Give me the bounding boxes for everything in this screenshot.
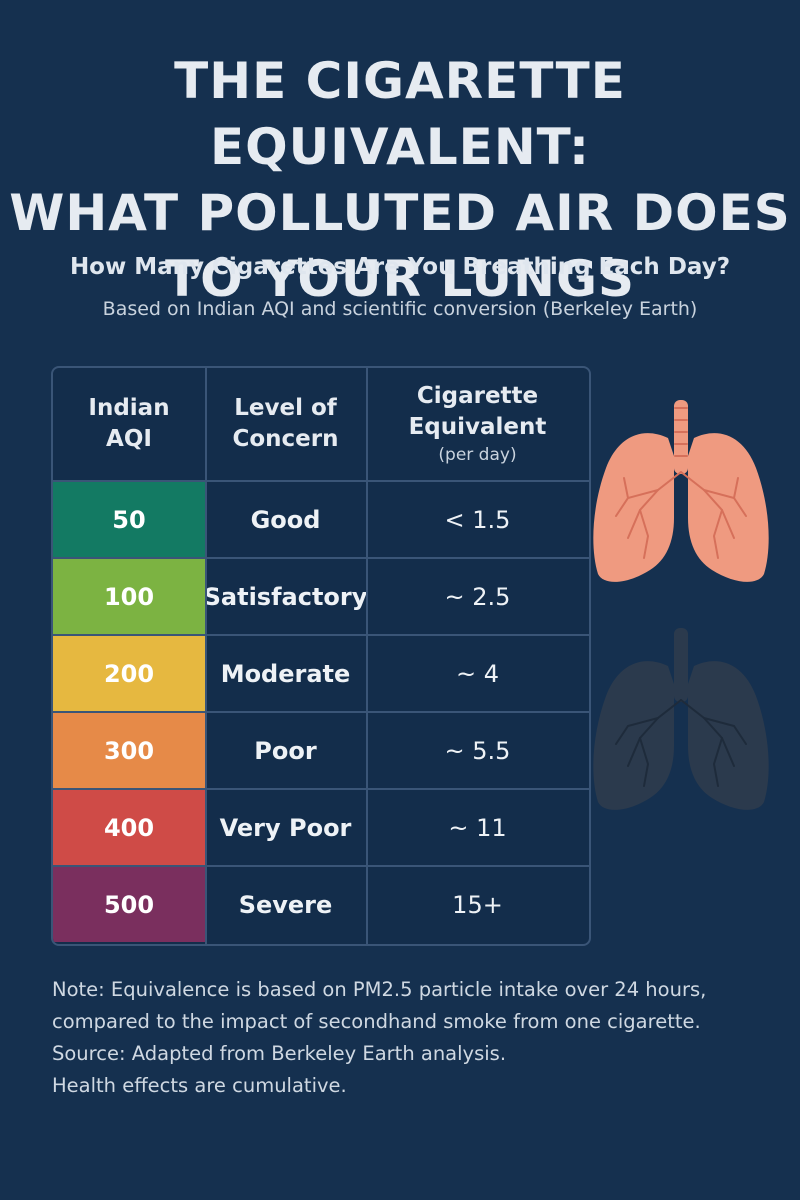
table-row: 200 Moderate ~ 4	[53, 634, 589, 711]
concern-level: Satisfactory	[203, 582, 368, 611]
footnote: Note: Equivalence is based on PM2.5 part…	[52, 974, 792, 1102]
damaged-lungs-shape	[593, 628, 769, 810]
footnote-line-3: Source: Adapted from Berkeley Earth anal…	[52, 1042, 507, 1065]
title-line-3: TO YOUR LUNGS	[164, 250, 636, 308]
footnote-line-2: compared to the impact of secondhand smo…	[52, 1010, 701, 1033]
column-divider	[205, 368, 207, 944]
source-line: Based on Indian AQI and scientific conve…	[102, 298, 698, 320]
aqi-value: 500	[53, 867, 205, 942]
header-cigarette: Cigarette Equivalent (per day)	[366, 368, 589, 480]
cigarette-equivalent: ~ 4	[455, 659, 499, 688]
header-cigarette-unit: (per day)	[438, 445, 517, 465]
concern-level: Very Poor	[219, 813, 352, 842]
aqi-value: 400	[53, 790, 205, 865]
title-line-1: THE CIGARETTE EQUIVALENT:	[174, 52, 626, 176]
page-subtitle: How Many Cigarettes Are You Breathing Ea…	[69, 254, 731, 280]
footnote-line-1: Note: Equivalence is based on PM2.5 part…	[52, 978, 707, 1001]
table-row: 100 Satisfactory ~ 2.5	[53, 557, 589, 634]
healthy-lungs-shape	[593, 400, 769, 582]
footnote-line-4: Health effects are cumulative.	[52, 1074, 347, 1097]
cigarette-equivalent: < 1.5	[444, 505, 511, 534]
concern-level: Poor	[254, 736, 317, 765]
column-divider	[366, 368, 368, 944]
title-line-2: WHAT POLLUTED AIR DOES	[9, 184, 791, 242]
concern-level: Severe	[238, 890, 333, 919]
aqi-cigarette-table: Indian AQI Level of Concern Cigarette Eq…	[51, 366, 591, 946]
header-cigarette-line-2: Equivalent	[408, 414, 547, 440]
header-aqi-line-1: Indian	[88, 395, 170, 421]
table-row: 400 Very Poor ~ 11	[53, 788, 589, 865]
header-level: Level of Concern	[205, 368, 366, 480]
table-row: 500 Severe 15+	[53, 865, 589, 942]
header-level-line-1: Level of	[234, 395, 337, 421]
cigarette-equivalent: ~ 11	[448, 813, 507, 842]
damaged-lungs-icon	[593, 628, 769, 810]
page-title: THE CIGARETTE EQUIVALENT: WHAT POLLUTED …	[0, 48, 800, 312]
cigarette-equivalent: 15+	[452, 890, 503, 919]
table-row: 50 Good < 1.5	[53, 480, 589, 557]
cigarette-equivalent: ~ 2.5	[444, 582, 511, 611]
aqi-value: 50	[53, 482, 205, 557]
aqi-value: 100	[53, 559, 205, 634]
table-row: 300 Poor ~ 5.5	[53, 711, 589, 788]
cigarette-equivalent: ~ 5.5	[444, 736, 511, 765]
healthy-lungs-icon	[593, 400, 769, 582]
header-aqi-line-2: AQI	[106, 426, 152, 452]
concern-level: Moderate	[220, 659, 351, 688]
concern-level: Good	[250, 505, 321, 534]
aqi-value: 300	[53, 713, 205, 788]
aqi-value: 200	[53, 636, 205, 711]
header-level-line-2: Concern	[232, 426, 339, 452]
header-cigarette-line-1: Cigarette	[416, 383, 539, 409]
header-aqi: Indian AQI	[53, 368, 205, 480]
